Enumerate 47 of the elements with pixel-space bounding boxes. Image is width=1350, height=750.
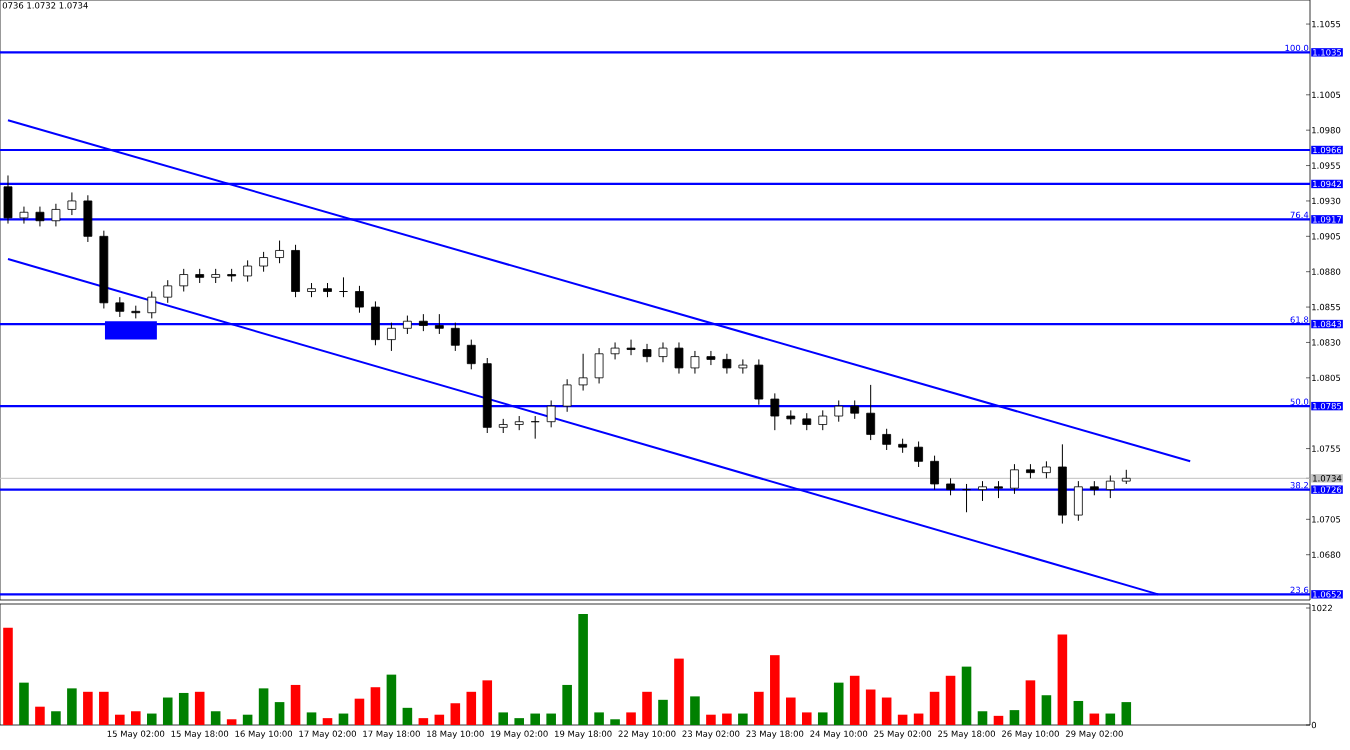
y-tick-label: 1.0755 bbox=[1312, 445, 1341, 452]
y-tick-label: 1.0785 bbox=[1313, 402, 1342, 410]
y-tick-label: 1.0905 bbox=[1312, 233, 1341, 240]
y-tick-label: 0 bbox=[1311, 721, 1317, 729]
annotation: 61.8 bbox=[1290, 316, 1309, 323]
y-tick-label: 1.1035 bbox=[1313, 49, 1342, 56]
y-tick-label: 1.0830 bbox=[1312, 339, 1341, 346]
y-tick-label: 1.0680 bbox=[1312, 551, 1341, 558]
x-tick-label: 18 May 10:00 bbox=[427, 730, 484, 739]
y-tick-label: 1.0652 bbox=[1313, 591, 1341, 598]
x-tick-label: 16 May 10:00 bbox=[235, 730, 293, 739]
x-tick-label: 25 May 18:00 bbox=[938, 730, 995, 739]
y-tick-label: 1.0966 bbox=[1313, 146, 1342, 154]
y-tick-label: 1.0705 bbox=[1312, 516, 1341, 523]
x-tick-label: 22 May 10:00 bbox=[618, 730, 676, 739]
x-tick-label: 29 May 02:00 bbox=[1065, 730, 1123, 739]
x-tick-label: 25 May 02:00 bbox=[874, 730, 932, 739]
x-tick-label: 24 May 10:00 bbox=[810, 730, 868, 739]
y-tick-label: 1.0726 bbox=[1313, 486, 1342, 493]
annotation: 0736 1.0732 1.0734 bbox=[2, 2, 88, 9]
x-tick-label: 15 May 02:00 bbox=[107, 730, 165, 739]
y-tick-label: 1.0734 bbox=[1313, 475, 1342, 482]
annotation: 50.0 bbox=[1290, 398, 1309, 405]
x-tick-label: 19 May 02:00 bbox=[491, 730, 548, 739]
annotation: 100.0 bbox=[1285, 44, 1309, 52]
x-tick-label: 26 May 10:00 bbox=[1002, 730, 1059, 739]
x-tick-label: 19 May 18:00 bbox=[555, 730, 612, 739]
y-tick-label: 1.0855 bbox=[1312, 303, 1341, 311]
annotation: 38.2 bbox=[1290, 482, 1308, 489]
y-tick-label: 1.0843 bbox=[1313, 320, 1342, 328]
annotation: 23.6 bbox=[1290, 586, 1309, 594]
annotation: 76.4 bbox=[1290, 211, 1309, 219]
y-tick-label: 1.0980 bbox=[1312, 126, 1341, 134]
y-tick-label: 1022 bbox=[1312, 604, 1332, 612]
x-tick-label: 17 May 18:00 bbox=[363, 730, 420, 739]
y-tick-label: 1.0930 bbox=[1312, 197, 1341, 205]
x-tick-label: 15 May 18:00 bbox=[171, 730, 229, 739]
x-tick-label: 23 May 02:00 bbox=[682, 730, 740, 739]
x-tick-label: 17 May 02:00 bbox=[299, 730, 356, 739]
y-tick-label: 1.0942 bbox=[1313, 180, 1341, 188]
y-tick-label: 1.0955 bbox=[1312, 162, 1341, 169]
y-tick-label: 1.0917 bbox=[1313, 216, 1342, 223]
x-tick-label: 23 May 18:00 bbox=[746, 730, 804, 739]
y-tick-label: 1.0880 bbox=[1312, 268, 1341, 275]
y-tick-label: 1.1005 bbox=[1312, 91, 1341, 99]
y-tick-label: 1.0805 bbox=[1312, 374, 1341, 382]
y-tick-label: 1.1055 bbox=[1312, 20, 1341, 28]
